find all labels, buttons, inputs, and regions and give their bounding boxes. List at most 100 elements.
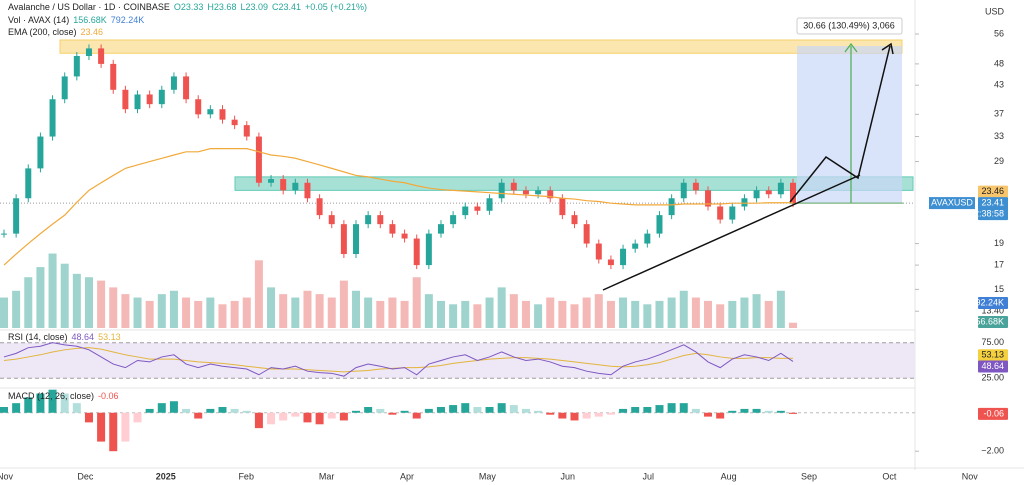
macd-tag: -0.06 xyxy=(983,408,1004,418)
macd-bar xyxy=(606,412,615,415)
volume-bar xyxy=(169,290,178,328)
macd-bar xyxy=(655,405,664,413)
volume-bar xyxy=(509,294,518,328)
candle xyxy=(486,198,493,211)
currency: USD xyxy=(985,6,1005,16)
candle xyxy=(729,206,736,220)
x-tick-label: Jul xyxy=(642,471,654,481)
macd-bar xyxy=(752,408,761,413)
legend: RSI (14, close) 48.64 53.13 xyxy=(8,332,121,342)
volume-bar xyxy=(789,322,797,328)
volume-bar xyxy=(473,304,482,328)
volume-bar xyxy=(12,290,21,328)
volume-bar xyxy=(643,304,652,328)
candle xyxy=(85,48,92,56)
macd-bar xyxy=(254,412,263,429)
volume-tag-bg xyxy=(978,316,1008,328)
candle xyxy=(498,182,505,199)
candle xyxy=(401,233,408,239)
macd-bar xyxy=(704,412,713,417)
macd-bar xyxy=(424,408,433,413)
volume-bar xyxy=(230,300,239,328)
candle xyxy=(98,48,105,64)
rsi-tag-bg xyxy=(978,360,1008,373)
y-tick-label: 15 xyxy=(994,284,1004,294)
x-tick-label: Oct xyxy=(882,471,897,481)
macd-bar xyxy=(497,403,506,413)
volume-bar xyxy=(145,300,154,328)
macd-bar xyxy=(242,410,251,413)
x-tick-label: Sep xyxy=(801,471,817,481)
macd-bar xyxy=(145,408,154,413)
candle xyxy=(61,76,68,100)
volume-bar xyxy=(303,290,312,328)
macd-bar xyxy=(643,406,652,413)
legend: Avalanche / US Dollar · 1D · COINBASE O23… xyxy=(8,2,367,12)
volume-bar xyxy=(291,297,300,328)
candle xyxy=(644,233,651,244)
volume-bar xyxy=(631,300,640,328)
candle xyxy=(462,206,469,216)
macd-bar xyxy=(764,410,773,413)
macd-bar xyxy=(267,412,276,425)
y-tick-label: 17 xyxy=(994,259,1004,269)
macd-bar xyxy=(461,403,470,413)
macd-bar xyxy=(48,389,57,413)
macd-bar xyxy=(582,412,591,419)
candle xyxy=(425,233,432,266)
projection xyxy=(789,45,891,203)
macd-bar xyxy=(558,412,567,419)
candle xyxy=(547,190,554,199)
ema-value: 23.46 xyxy=(81,27,104,37)
macd-bar xyxy=(400,410,409,413)
candle xyxy=(304,182,311,199)
volume-legend: Vol · AVAX (14) xyxy=(8,15,69,25)
price-tag-bg xyxy=(978,197,1008,210)
volume-bar xyxy=(36,267,45,328)
macd-legend: MACD (12, 26, close) xyxy=(8,391,94,401)
candle xyxy=(207,109,214,115)
volume-bar xyxy=(667,297,676,328)
y-tick-label: 13.40 xyxy=(981,306,1004,316)
candle xyxy=(692,182,699,191)
volume-bar xyxy=(121,294,130,328)
volume-bar xyxy=(60,263,69,328)
legend: EMA (200, close) 23.46 xyxy=(8,27,103,37)
volume-bar xyxy=(546,297,555,328)
volume-bar xyxy=(218,304,227,328)
macd-bar xyxy=(84,412,93,423)
macd-bar xyxy=(97,412,106,442)
rsi-ma-tag: 53.13 xyxy=(981,350,1004,360)
candle xyxy=(353,224,360,255)
x-tick-label: Feb xyxy=(238,471,254,481)
candle xyxy=(243,125,250,137)
candle xyxy=(280,179,287,191)
x-tick-label: Nov xyxy=(962,471,979,481)
candle xyxy=(571,215,578,225)
zone xyxy=(59,39,903,54)
measure-arrowhead xyxy=(844,43,858,53)
macd-bar xyxy=(691,408,700,413)
macd-bar xyxy=(169,401,178,413)
candle xyxy=(292,182,299,191)
volume-bar xyxy=(752,294,761,328)
candle xyxy=(450,215,457,225)
y-tick-label: 48 xyxy=(994,58,1004,68)
volume-ma-value: 792.24K xyxy=(111,15,145,25)
rsi-tag: 48.64 xyxy=(981,361,1004,371)
macd-bar xyxy=(449,405,458,413)
candle xyxy=(632,243,639,249)
macd-bar xyxy=(740,408,749,413)
macd-bar xyxy=(631,406,640,413)
macd-bar xyxy=(24,397,33,413)
macd-bar xyxy=(388,412,397,415)
volume-bar xyxy=(157,294,166,328)
candle xyxy=(377,215,384,225)
candle xyxy=(620,248,627,266)
y-tick-label: 43 xyxy=(994,80,1004,90)
ema-tag: 23.46 xyxy=(981,186,1004,196)
x-tick-label: Jun xyxy=(561,471,576,481)
volume-bar xyxy=(521,300,530,328)
macd-bar xyxy=(60,393,69,413)
